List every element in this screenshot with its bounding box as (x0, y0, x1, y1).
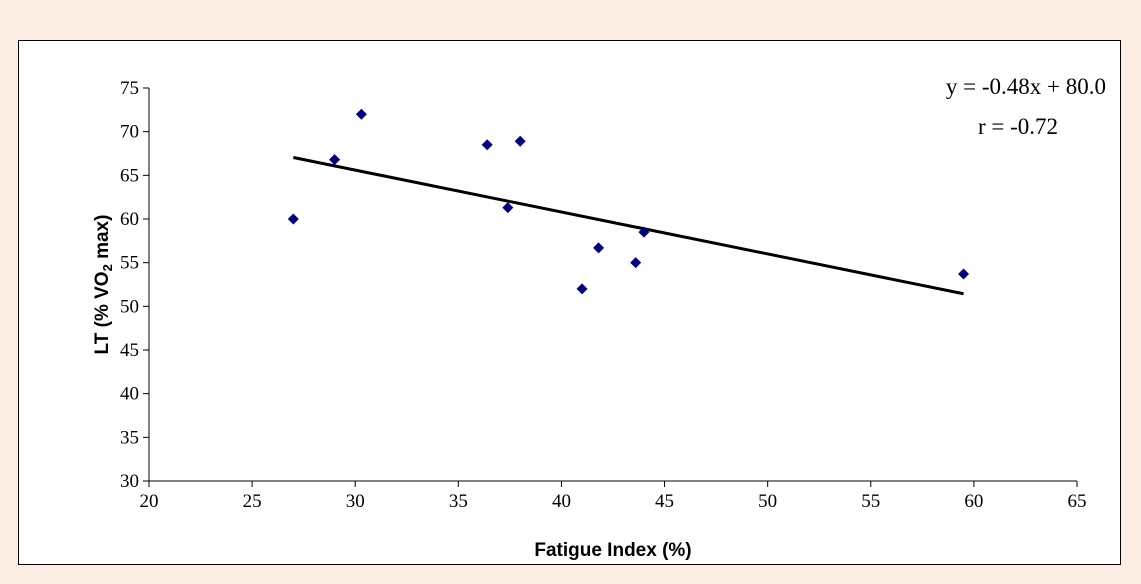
trendline (293, 156, 964, 296)
x-tick-label: 20 (140, 491, 159, 512)
data-point (502, 202, 514, 214)
y-axis-title: LT (% VO2 max) (92, 215, 115, 355)
x-tick-label: 50 (758, 491, 777, 512)
data-point (514, 135, 526, 147)
data-point (355, 108, 367, 120)
chart-frame (18, 40, 1121, 565)
x-tick-label: 55 (861, 491, 880, 512)
y-tick-label: 75 (120, 78, 139, 99)
x-tick-label: 25 (243, 491, 262, 512)
data-point (638, 226, 650, 238)
y-axis-title-tail: max) (92, 215, 113, 265)
x-tick-label: 45 (655, 491, 674, 512)
y-tick-label: 70 (120, 122, 139, 143)
y-tick-label: 55 (120, 253, 139, 274)
x-tick-label: 60 (964, 491, 983, 512)
y-tick-label: 30 (120, 471, 139, 492)
y-tick-label: 65 (120, 165, 139, 186)
data-point (630, 257, 642, 269)
data-point (576, 283, 588, 295)
y-axis-title-subscript: 2 (100, 264, 115, 271)
x-tick-label: 30 (346, 491, 365, 512)
y-tick-label: 40 (120, 384, 139, 405)
axes (148, 88, 1077, 482)
data-point (329, 154, 341, 166)
y-ticks: 30 35 40 45 50 55 60 65 70 75 (120, 78, 149, 492)
x-tick-label: 35 (449, 491, 468, 512)
y-tick-label: 60 (120, 209, 139, 230)
y-tick-label: 45 (120, 340, 139, 361)
data-point (481, 139, 493, 151)
x-tick-label: 65 (1068, 491, 1087, 512)
data-point (958, 268, 970, 280)
data-points (287, 108, 970, 295)
y-tick-label: 35 (120, 427, 139, 448)
x-tick-label: 40 (552, 491, 571, 512)
y-tick-label: 50 (120, 296, 139, 317)
data-point (287, 213, 299, 225)
x-axis-title: Fatigue Index (%) (534, 540, 691, 561)
correlation-coefficient: r = -0.72 (978, 114, 1058, 139)
x-ticks: 20 25 30 35 40 45 50 55 60 65 (140, 481, 1087, 512)
data-point (593, 242, 605, 254)
regression-equation: y = -0.48x + 80.0 (946, 74, 1106, 99)
